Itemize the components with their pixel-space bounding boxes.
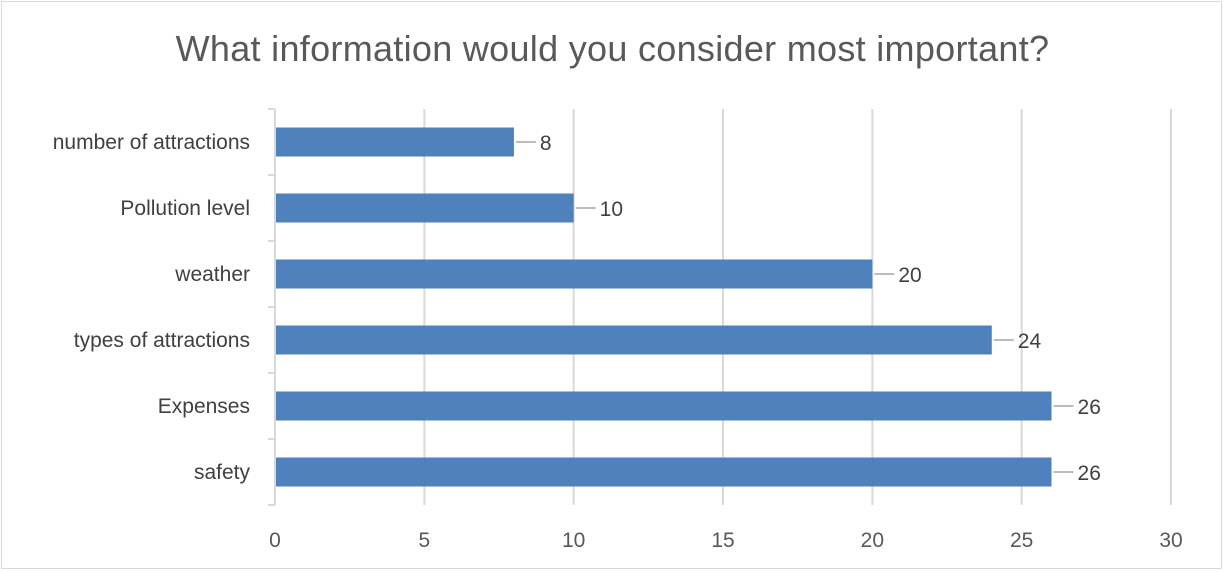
data-label: 10 — [600, 198, 623, 221]
category-label: types of attractions — [74, 329, 250, 352]
data-label: 24 — [1018, 330, 1042, 353]
data-label: 26 — [1078, 396, 1101, 419]
chart-title: What information would you consider most… — [175, 28, 1050, 69]
bar — [276, 259, 873, 289]
bar — [276, 457, 1052, 487]
bar — [276, 127, 514, 157]
category-label: safety — [194, 461, 251, 484]
x-tick-label: 5 — [418, 529, 430, 552]
category-label: weather — [174, 263, 250, 286]
x-tick-label: 25 — [1010, 529, 1033, 552]
bar — [276, 391, 1052, 421]
x-tick-label: 0 — [269, 529, 281, 552]
data-label: 26 — [1078, 462, 1101, 485]
bar — [276, 193, 574, 223]
data-label: 8 — [540, 132, 552, 155]
category-label: Expenses — [158, 395, 250, 418]
x-tick-label: 10 — [562, 529, 585, 552]
data-label: 20 — [898, 264, 921, 287]
bar — [276, 325, 992, 355]
x-tick-label: 30 — [1159, 529, 1182, 552]
x-tick-label: 20 — [861, 529, 884, 552]
category-label: number of attractions — [53, 131, 250, 154]
category-label: Pollution level — [120, 197, 250, 220]
x-tick-label: 15 — [711, 529, 734, 552]
